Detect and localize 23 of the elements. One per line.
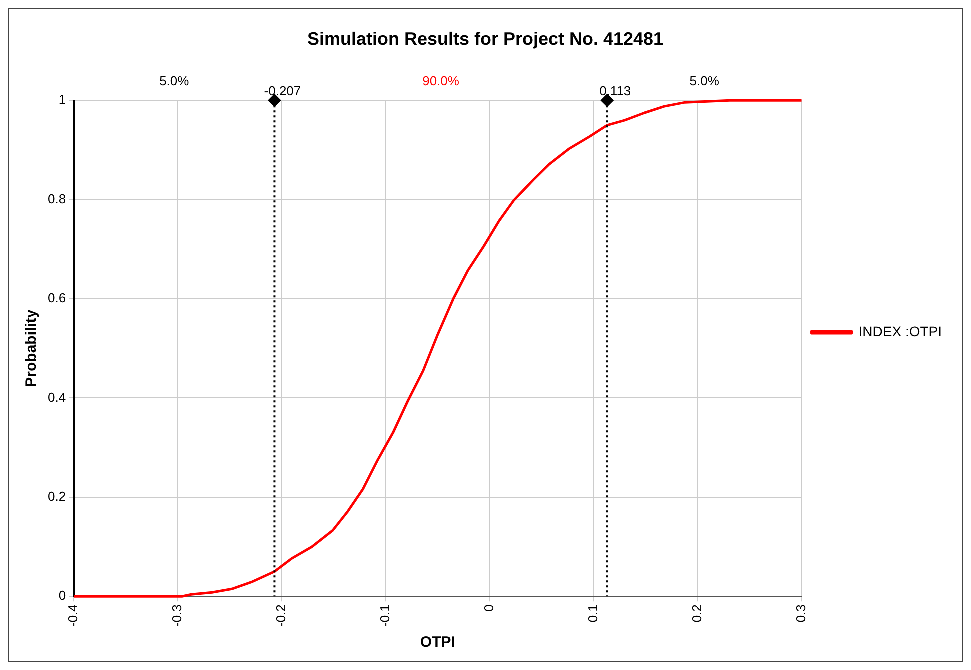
legend-label: INDEX :OTPI [858, 323, 942, 340]
x-tick-label: 0.3 [793, 604, 808, 623]
x-tick-label: -0.3 [170, 604, 185, 628]
x-tick-label: 0.2 [689, 604, 704, 623]
x-tick-label: -0.1 [378, 604, 393, 628]
ref-line-label: 0.113 [600, 84, 632, 99]
y-axis-title: Probability [23, 309, 40, 388]
text: 90.0% [422, 74, 460, 89]
y-tick-label: 0.6 [48, 290, 66, 306]
x-axis-title: OTPI [420, 634, 456, 652]
y-tick-label: 0.8 [48, 191, 66, 206]
y-tick-label: 0.4 [48, 390, 66, 405]
y-tick-label: 0.2 [48, 488, 66, 504]
ref-line-label: -0.207 [264, 84, 302, 99]
text: 5.0% [690, 74, 720, 89]
x-tick-label: 0.1 [585, 604, 600, 623]
y-tick-label: 1 [58, 92, 66, 108]
text: 5.0% [160, 74, 190, 89]
x-tick-label: -0.4 [66, 604, 81, 628]
x-tick-label: -0.2 [274, 604, 289, 628]
x-tick-label: 0 [481, 604, 496, 612]
y-tick-label: 0 [58, 588, 66, 604]
chart-title: Simulation Results for Project No. 412481 [307, 28, 664, 49]
